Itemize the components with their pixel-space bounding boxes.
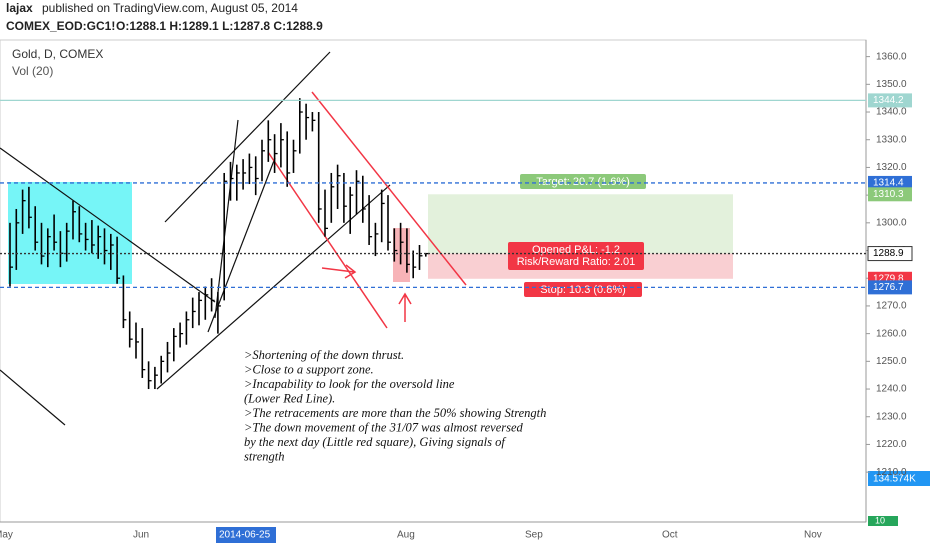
trendline [164,51,331,223]
x-tick-label: Sep [525,530,543,541]
trendline [0,147,216,303]
price-label: 1310.3 [873,189,904,200]
arrow [321,264,357,279]
x-tick-label: Oct [662,530,678,541]
price-label-box [867,246,913,262]
target-label: Target: 20.7 (1.6%) [536,176,630,188]
price-label-box [868,93,912,108]
stop-box [524,282,642,297]
trendline [207,157,276,333]
y-tick-label: 1210.0 [876,467,907,478]
annotation-line: >Close to a support zone. [244,362,374,376]
x-tick-label: Aug [397,530,415,541]
price-label-box [868,175,912,190]
highlight-square [393,228,410,282]
ratio-label: Risk/Reward Ratio: 2.01 [517,256,636,268]
annotation-line: by the next day (Little red square), Giv… [244,435,506,449]
annotation-line: >Shortening of the down thrust. [244,348,404,362]
volume-scale-box [868,516,898,526]
annotation-line: >The retracements are more than the 50% … [244,406,546,420]
y-tick-label: 1320.0 [876,162,907,173]
y-tick-label: 1240.0 [876,384,907,395]
plot-frame [0,39,867,523]
x-tick-label: 2014-06-25 [219,530,271,541]
ohlc-readout: O:1288.1 H:1289.1 L:1287.8 C:1288.9 [116,19,323,33]
y-tick-label: 1270.0 [876,301,907,312]
arrow [398,292,412,322]
y-tick-label: 1360.0 [876,51,907,62]
y-tick-label: 1220.0 [876,439,907,450]
chart-title: Gold, D, COMEX [12,47,103,61]
y-tick-label: 1260.0 [876,328,907,339]
trendline [311,91,467,286]
price-label: 1288.9 [873,248,904,259]
target-box [520,174,646,189]
price-label: 1344.2 [873,95,904,106]
chart-subtitle: Vol (20) [12,64,53,78]
pnl-label: Opened P&L: -1.2 [532,244,620,256]
y-tick-label: 1330.0 [876,134,907,145]
author[interactable]: lajax [6,1,33,15]
trendline [214,119,239,319]
crosshair-date-box [216,527,276,543]
y-tick-label: 1230.0 [876,411,907,422]
price-label-box [868,187,912,202]
price-label: 1279.8 [873,273,904,284]
y-tick-label: 1340.0 [876,107,907,118]
pnl-box [508,242,644,270]
price-label-box [868,280,912,295]
volume-scale-label: 10 [875,515,885,525]
price-label: 1276.7 [873,282,904,293]
y-tick-label: 1250.0 [876,356,907,367]
range-box [8,182,132,284]
y-tick-label: 1350.0 [876,79,907,90]
published: published on TradingView.com, August 05,… [42,1,298,15]
symbol: COMEX_EOD:GC1! [6,19,115,33]
x-tick-label: Nov [804,530,822,541]
volume-label-box [868,471,930,486]
stop-label: Stop: 10.3 (0.8%) [540,284,626,296]
y-tick-label: 1300.0 [876,217,907,228]
trendline [0,369,66,426]
annotation-line: strength [244,449,285,463]
annotation-line: >Incapability to look for the oversold l… [244,377,455,391]
volume-label: 134.574K [873,474,916,485]
x-tick-label: May [0,530,13,541]
x-tick-label: Jun [133,530,149,541]
annotation-line: >The down movement of the 31/07 was almo… [244,420,524,434]
price-label: 1314.4 [873,178,904,189]
annotation-line: (Lower Red Line). [244,391,335,405]
